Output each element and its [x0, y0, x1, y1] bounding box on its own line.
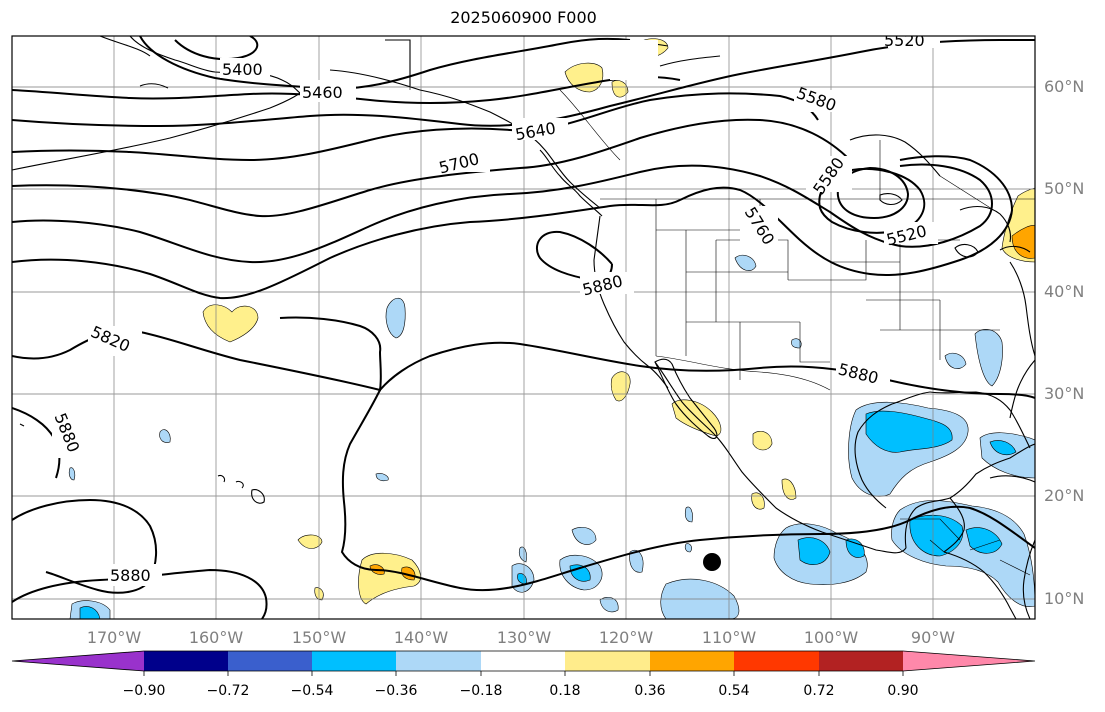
- colorbar-tick: −0.54: [290, 683, 334, 699]
- colorbar-segment: [734, 651, 819, 671]
- colorbar-segment: [565, 651, 650, 671]
- lat-label: 20°N: [1044, 486, 1085, 505]
- map-title: 2025060900 F000: [450, 8, 597, 27]
- positive-shade: [751, 492, 765, 510]
- negative-shade: [845, 538, 865, 558]
- colorbar-tick: −0.72: [206, 683, 250, 699]
- negative-shade: [909, 514, 964, 557]
- coastlines: [12, 36, 1035, 619]
- colorbar-tick: −0.90: [122, 683, 166, 699]
- map-frame: [11, 35, 1036, 620]
- colorbar-tick: −0.18: [459, 683, 503, 699]
- negative-shade: [68, 467, 76, 481]
- negative-shade: [684, 543, 692, 553]
- colorbar-segment: [312, 651, 397, 671]
- colorbar-tick: 0.36: [634, 683, 666, 699]
- negative-shade: [629, 550, 644, 573]
- positive-shade: [202, 304, 259, 343]
- lon-label: 100°W: [803, 628, 859, 647]
- contour-label: 5520: [884, 31, 925, 50]
- lat-label: 60°N: [1044, 77, 1085, 96]
- lon-label: 140°W: [393, 628, 449, 647]
- negative-shade: [797, 537, 831, 565]
- storm-center-marker: [703, 553, 721, 571]
- colorbar-segment: [144, 651, 229, 671]
- negative-shade: [518, 546, 527, 563]
- colorbar: [11, 650, 1036, 676]
- colorbar-extend-max: [903, 651, 1035, 671]
- lon-label: 150°W: [291, 628, 347, 647]
- colorbar-tick: 0.54: [718, 683, 750, 699]
- contour-label-bgs: [52, 36, 940, 586]
- negative-shade: [865, 410, 953, 453]
- colorbar-segment: [481, 651, 566, 671]
- colorbar-tick: −0.36: [374, 683, 418, 699]
- colorbar-segment: [650, 651, 735, 671]
- lon-label: 90°W: [910, 628, 956, 647]
- negative-shade: [571, 527, 597, 545]
- negative-shade: [385, 297, 406, 339]
- negative-shade: [159, 429, 171, 443]
- contour-label: 5400: [222, 60, 263, 79]
- positive-shade: [611, 80, 629, 98]
- lat-label: 50°N: [1044, 179, 1085, 198]
- negative-shade: [684, 506, 693, 523]
- negative-shade: [375, 473, 389, 482]
- colorbar-segment: [396, 651, 481, 671]
- contour-label: 5880: [110, 566, 151, 585]
- negative-shade: [965, 527, 1003, 554]
- negative-shade: [734, 254, 757, 271]
- positive-shade: [781, 478, 797, 500]
- negative-shade: [599, 597, 619, 613]
- negative-shade: [79, 606, 101, 619]
- colorbar-tick: 0.18: [549, 683, 581, 699]
- lon-label: 130°W: [496, 628, 552, 647]
- lon-label: 160°W: [188, 628, 244, 647]
- negative-shade: [989, 440, 1017, 455]
- colorbar-segment: [228, 651, 313, 671]
- negative-shade: [944, 352, 967, 369]
- contour-label: 5460: [302, 83, 343, 102]
- graticule: [12, 36, 1035, 619]
- colorbar-tick: 0.72: [803, 683, 835, 699]
- colorbar-segment: [819, 651, 904, 671]
- positive-shade: [752, 431, 773, 451]
- lat-label: 10°N: [1044, 589, 1085, 608]
- lon-label: 120°W: [598, 628, 654, 647]
- borders: [409, 86, 1035, 576]
- positive-shade: [1011, 225, 1035, 259]
- height-contours: [12, 36, 1035, 619]
- lat-label: 40°N: [1044, 282, 1085, 301]
- positive-shade: [297, 534, 323, 549]
- colorbar-tick: 0.90: [887, 683, 919, 699]
- colorbar-extend-min: [12, 651, 144, 671]
- lat-label: 30°N: [1044, 384, 1085, 403]
- lon-label: 110°W: [701, 628, 757, 647]
- lon-label: 170°W: [86, 628, 142, 647]
